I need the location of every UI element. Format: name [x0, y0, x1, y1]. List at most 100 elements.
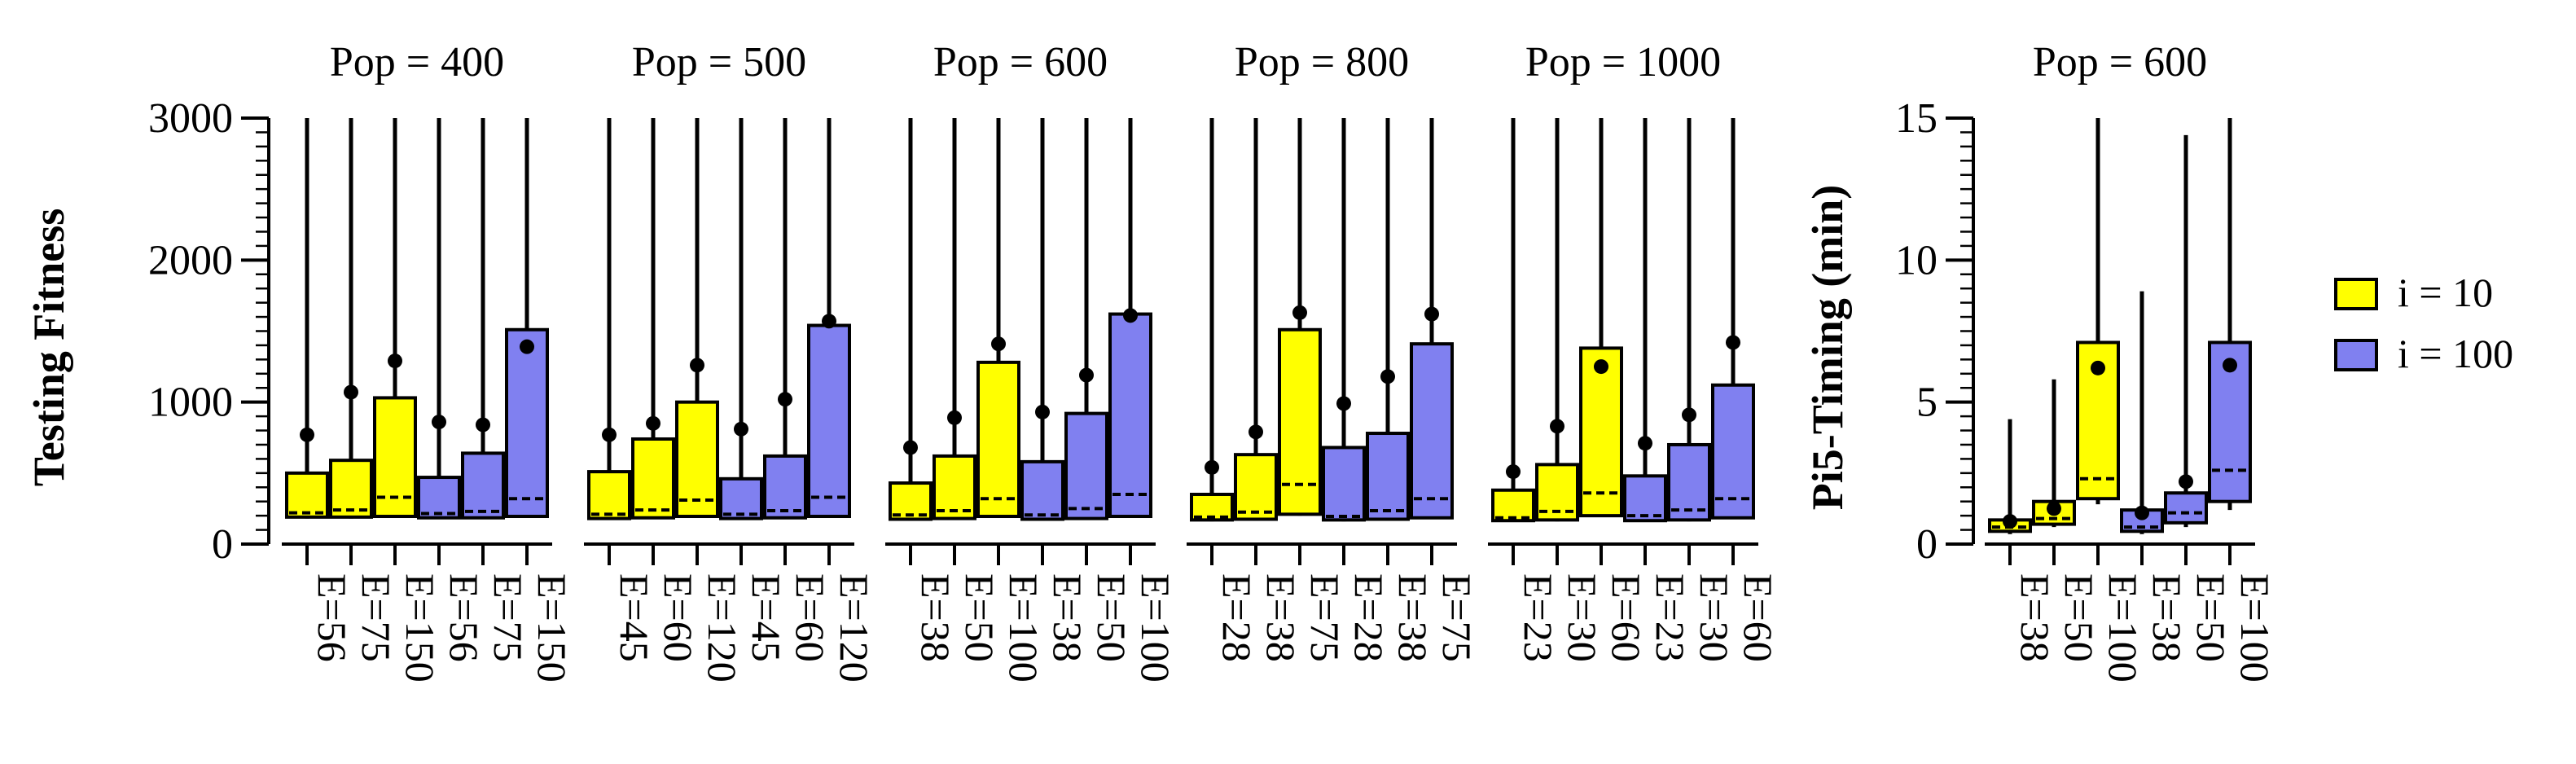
box: E=50	[2032, 379, 2102, 662]
x-tick-label: E=60	[1736, 573, 1781, 662]
box: E=38	[889, 118, 959, 662]
box-mean-point	[1123, 308, 1138, 323]
x-tick-label: E=28	[1346, 573, 1392, 662]
legend-label: i = 100	[2398, 331, 2513, 376]
box-mean-point	[1205, 459, 1219, 475]
box: E=75	[329, 118, 399, 662]
box-iqr	[675, 400, 719, 519]
legend-entry: i = 10	[2334, 270, 2493, 315]
x-tick-label: E=75	[353, 573, 399, 662]
y-axis-label: Pi5-Timing (min)	[1803, 185, 1852, 511]
box-iqr	[1667, 442, 1711, 522]
box-iqr	[2164, 491, 2208, 525]
box-iqr	[329, 459, 373, 519]
box: E=38	[1988, 419, 2058, 662]
box-mean-point	[947, 410, 962, 425]
box: E=75	[1278, 118, 1348, 662]
x-tick-label: E=38	[1390, 573, 1436, 662]
box-mean-point	[1249, 424, 1263, 440]
x-tick-label: E=23	[1516, 573, 1561, 662]
box-iqr	[1366, 432, 1410, 521]
x-tick-label: E=100	[2100, 573, 2146, 683]
box-iqr	[1278, 327, 1322, 516]
panel-title: Pop = 600	[2033, 39, 2207, 86]
y-tick-label: 5	[1916, 380, 1937, 426]
box-mean-point	[388, 353, 402, 369]
panel-title: Pop = 1000	[1525, 39, 1721, 86]
box-iqr	[1410, 342, 1454, 520]
x-tick-label: E=120	[700, 573, 745, 683]
x-tick-label: E=60	[1604, 573, 1649, 662]
x-tick-label: E=45	[612, 573, 657, 662]
x-tick-label: E=50	[2056, 573, 2102, 662]
x-tick-label: E=150	[397, 573, 443, 683]
box-mean-point	[432, 415, 446, 430]
box-mean-point	[1336, 396, 1351, 411]
box-iqr	[1108, 312, 1152, 519]
x-tick-label: E=38	[1045, 573, 1091, 662]
box-iqr	[889, 481, 933, 521]
y-tick-label: 10	[1895, 237, 1937, 283]
box-iqr	[1711, 383, 1755, 520]
x-tick-label: E=100	[2232, 573, 2278, 683]
box: E=75	[1410, 118, 1480, 662]
box: E=50	[2164, 134, 2234, 662]
y-tick-label: 15	[1895, 95, 1937, 142]
box-mean-point	[2047, 501, 2061, 516]
box: E=30	[1535, 118, 1605, 662]
box: E=45	[719, 118, 789, 662]
box-mean-point	[602, 427, 617, 442]
box: E=120	[675, 118, 745, 683]
x-tick-label: E=45	[744, 573, 789, 662]
box: E=60	[763, 118, 833, 662]
box-mean-point	[1726, 335, 1740, 350]
box-iqr	[763, 454, 807, 520]
x-tick-label: E=150	[529, 573, 575, 683]
box: E=100	[976, 118, 1047, 683]
x-tick-label: E=100	[1001, 573, 1047, 683]
y-axis-label: Testing Fitness	[24, 209, 73, 487]
box-mean-point	[822, 314, 836, 329]
x-tick-label: E=38	[913, 573, 959, 662]
box-mean-point	[476, 417, 490, 432]
x-tick-label: E=50	[2188, 573, 2234, 662]
box: E=150	[373, 118, 443, 683]
box-mean-point	[1380, 369, 1395, 384]
box-iqr	[807, 323, 851, 519]
box-iqr	[505, 327, 549, 519]
box: E=23	[1491, 118, 1561, 662]
box-mean-point	[646, 415, 660, 431]
box: E=100	[2076, 118, 2146, 683]
box-mean-point	[903, 440, 918, 455]
box-iqr	[1623, 474, 1667, 523]
box-mean-point	[690, 358, 704, 373]
y-tick-label: 1000	[148, 380, 233, 426]
box-iqr	[1064, 411, 1108, 520]
x-tick-label: E=38	[2144, 573, 2190, 662]
box-iqr	[1234, 453, 1278, 521]
box-mean-point	[1292, 305, 1307, 320]
box-mean-point	[1506, 464, 1521, 480]
panel-title: Pop = 500	[632, 39, 806, 86]
box-mean-point	[2003, 514, 2017, 529]
legend-swatch	[2334, 339, 2378, 371]
box: E=60	[1711, 118, 1781, 662]
box-iqr	[1322, 446, 1366, 522]
box: E=56	[417, 118, 487, 662]
box-iqr	[1020, 459, 1064, 521]
box-mean-point	[1035, 404, 1050, 419]
box-iqr	[417, 476, 461, 520]
panel-title: Pop = 400	[330, 39, 504, 86]
y-tick-label: 0	[1916, 521, 1937, 568]
box-mean-point	[520, 339, 534, 354]
box: E=150	[505, 118, 575, 683]
box-mean-point	[1424, 306, 1439, 322]
box-mean-point	[344, 384, 358, 400]
box-mean-point	[991, 336, 1006, 352]
x-tick-label: E=56	[441, 573, 487, 662]
